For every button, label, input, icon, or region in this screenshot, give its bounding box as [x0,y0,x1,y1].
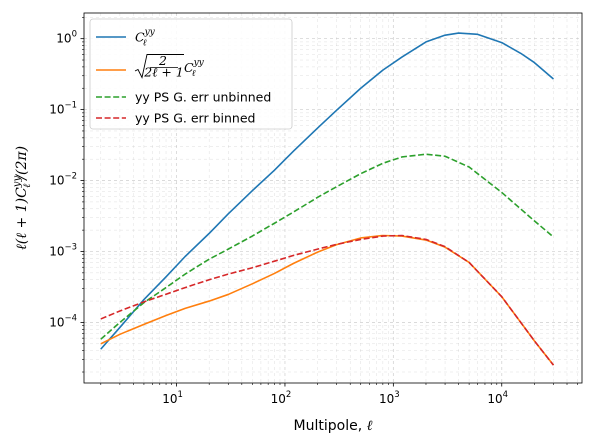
x-tick-label: 103 [379,390,400,406]
y-tick-label: 100 [56,30,77,46]
legend-label-4: yy PS G. err binned [135,111,255,126]
legend-label-1: Cyy ℓ [135,28,156,49]
series-line-2 [100,234,555,366]
legend-box [89,18,293,130]
legend-label-3: yy PS G. err unbinned [135,90,271,105]
x-tick-label: 104 [487,390,508,406]
series-lines [100,32,555,366]
y-tick-label: 10−2 [49,172,77,188]
y-axis-label: ℓ(ℓ + 1)Cyyℓ/(2π) [12,146,33,250]
y-tick-label: 10−4 [49,313,77,329]
y-tick-label: 10−1 [49,101,77,117]
plot-frame [83,12,583,384]
svg-text:2ℓ + 1: 2ℓ + 1 [143,65,184,80]
y-tick-label: 10−3 [49,242,77,258]
x-tick-label: 101 [162,390,183,406]
series-line-4 [100,234,555,366]
series-line-3 [100,153,554,340]
x-axis-label: Multipole, ℓ [294,418,373,434]
x-tick-label: 102 [271,390,292,406]
y-axis-label-group: ℓ(ℓ + 1)Cyyℓ/(2π) [12,146,33,250]
series-line-1 [100,32,554,350]
legend-label-2: 22ℓ + 1 Cyy ℓ [134,53,205,80]
svg-text:Cyyℓ: Cyy ℓ [184,58,205,79]
svg-text:2: 2 [158,53,167,68]
axis-ticks: 101 102 103 104 10−4 10−3 10−2 10−1 100 [49,17,578,406]
